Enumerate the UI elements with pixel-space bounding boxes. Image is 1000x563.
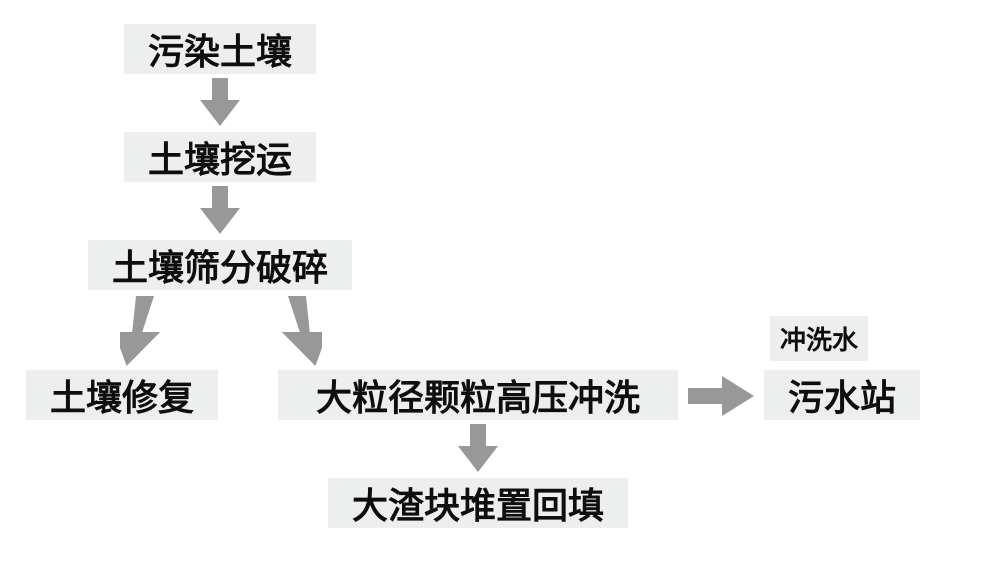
node-slag-backfill: 大渣块堆置回填 [328,478,628,528]
node-high-pressure-rinse: 大粒径颗粒高压冲洗 [278,370,678,420]
node-soil-screening: 土壤筛分破碎 [88,240,352,290]
arrow-n2-n3 [200,186,240,234]
label-rinse-water: 冲洗水 [770,316,868,361]
node-soil-remediation: 土壤修复 [26,370,218,420]
arrow-n5-n6 [688,376,754,416]
arrow-n5-n7 [458,424,498,472]
arrow-n3-n4 [120,296,166,366]
node-soil-excavation: 土壤挖运 [124,132,316,182]
node-contaminated-soil: 污染土壤 [124,24,316,74]
node-sewage-station: 污水站 [764,370,920,420]
arrow-n1-n2 [200,78,240,126]
arrow-n3-n5 [276,296,322,366]
